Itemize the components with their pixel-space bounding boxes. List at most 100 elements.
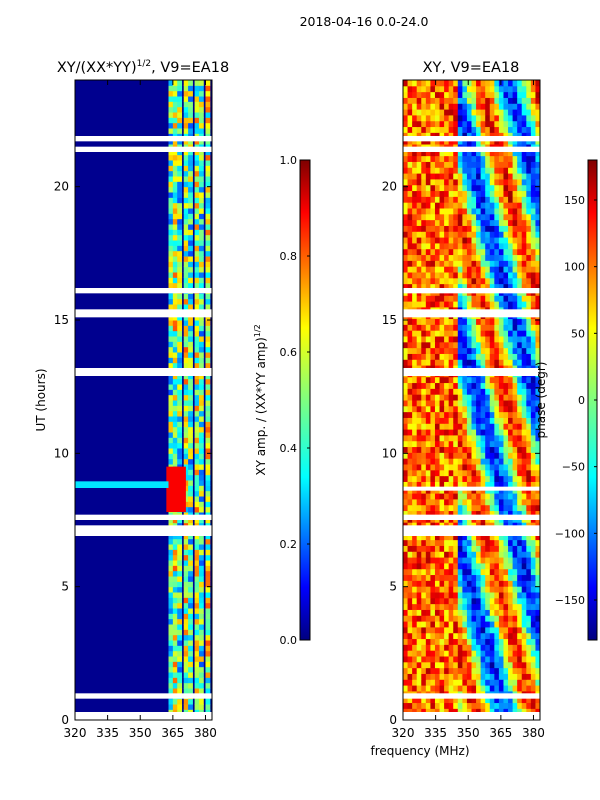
heatmap-cell	[444, 673, 450, 680]
heatmap-cell	[508, 498, 514, 506]
heatmap-cell	[448, 615, 454, 622]
heatmap-cell	[172, 314, 178, 321]
heatmap-cell	[183, 234, 189, 241]
heatmap-cell	[503, 667, 509, 674]
heatmap-cell	[194, 666, 200, 673]
heatmap-cell	[439, 423, 445, 430]
heatmap-cell	[471, 80, 477, 87]
heatmap-cell	[403, 533, 409, 541]
heatmap-cell	[439, 190, 445, 197]
heatmap-cell	[498, 603, 504, 610]
heatmap-cell	[412, 452, 418, 459]
heatmap-cell	[194, 330, 200, 337]
heatmap-cell	[205, 501, 211, 508]
heatmap-cell	[416, 545, 422, 552]
heatmap-cell	[462, 260, 468, 267]
heatmap-cell	[205, 394, 211, 401]
heatmap-cell	[471, 231, 477, 238]
heatmap-cell	[476, 277, 482, 285]
heatmap-cell	[412, 97, 418, 104]
heatmap-cell	[494, 656, 500, 663]
heatmap-cell	[476, 592, 482, 599]
heatmap-cell	[512, 155, 518, 162]
heatmap-cell	[508, 650, 514, 657]
heatmap-cell	[517, 330, 523, 337]
heatmap-cell	[485, 272, 491, 279]
heatmap-cell	[498, 504, 504, 512]
heatmap-cell	[480, 359, 486, 366]
heatmap-cell	[494, 551, 500, 558]
heatmap-cell	[494, 580, 500, 587]
heatmap-cell	[444, 91, 450, 98]
heatmap-cell	[188, 405, 193, 412]
heatmap-cell	[462, 382, 468, 389]
heatmap-cell	[530, 213, 536, 221]
heatmap-cell	[412, 615, 418, 622]
heatmap-cell	[416, 702, 422, 709]
heatmap-cell	[434, 498, 441, 506]
heatmap-cell	[466, 347, 472, 354]
heatmap-cell	[476, 190, 482, 197]
heatmap-cell	[494, 429, 500, 436]
heatmap-cell	[403, 574, 409, 581]
heatmap-cell	[448, 661, 454, 669]
heatmap-cell	[453, 475, 459, 482]
heatmap-cell	[439, 545, 445, 552]
heatmap-cell	[485, 132, 491, 139]
heatmap-cell	[530, 702, 536, 709]
heatmap-cell	[471, 557, 477, 564]
heatmap-cell	[183, 474, 189, 481]
heatmap-cell	[177, 432, 183, 438]
heatmap-cell	[508, 603, 514, 610]
heatmap-cell	[421, 353, 427, 360]
heatmap-cell	[485, 452, 491, 459]
heatmap-cell	[205, 485, 211, 492]
heatmap-cell	[434, 295, 441, 302]
heatmap-cell	[453, 609, 459, 616]
heatmap-cell	[403, 440, 409, 448]
heatmap-cell	[453, 603, 459, 610]
heatmap-cell	[462, 161, 468, 168]
heatmap-cell	[198, 464, 204, 470]
heatmap-cell	[517, 708, 523, 715]
heatmap-cell	[526, 400, 532, 407]
heatmap-cell	[453, 80, 459, 87]
heatmap-cell	[466, 120, 472, 128]
heatmap-cell	[172, 112, 178, 118]
heatmap-cell	[412, 679, 418, 686]
heatmap-cell	[416, 405, 422, 413]
heatmap-cell	[439, 382, 445, 389]
heatmap-cell	[439, 254, 445, 261]
heatmap-cell	[444, 132, 450, 139]
heatmap-cell	[183, 266, 189, 273]
heatmap-cell	[194, 85, 200, 92]
heatmap-cell	[526, 673, 532, 680]
heatmap-cell	[508, 696, 514, 704]
heatmap-cell	[521, 644, 527, 651]
heatmap-cell	[485, 109, 491, 116]
heatmap-cell	[453, 452, 459, 459]
left-colorbar-bar	[299, 159, 311, 641]
heatmap-cell	[462, 696, 468, 704]
heatmap-cell	[512, 114, 518, 122]
heatmap-cell	[425, 545, 431, 552]
heatmap-cell	[425, 551, 431, 558]
heatmap-cell	[498, 475, 504, 482]
heatmap-cell	[205, 154, 211, 161]
heatmap-cell	[535, 208, 540, 215]
heatmap-cell	[498, 336, 504, 343]
heatmap-cell	[526, 440, 532, 448]
heatmap-cell	[444, 597, 450, 605]
heatmap-cell	[168, 304, 174, 310]
heatmap-cell	[485, 417, 491, 424]
heatmap-cell	[521, 138, 527, 145]
heatmap-cell	[177, 314, 183, 321]
heatmap-cell	[421, 80, 427, 87]
heatmap-cell	[462, 277, 468, 285]
heatmap-cell	[425, 132, 431, 139]
heatmap-cell	[403, 330, 409, 337]
heatmap-cell	[205, 256, 211, 262]
heatmap-cell	[457, 446, 463, 453]
heatmap-cell	[535, 85, 540, 93]
heatmap-cell	[462, 318, 468, 325]
